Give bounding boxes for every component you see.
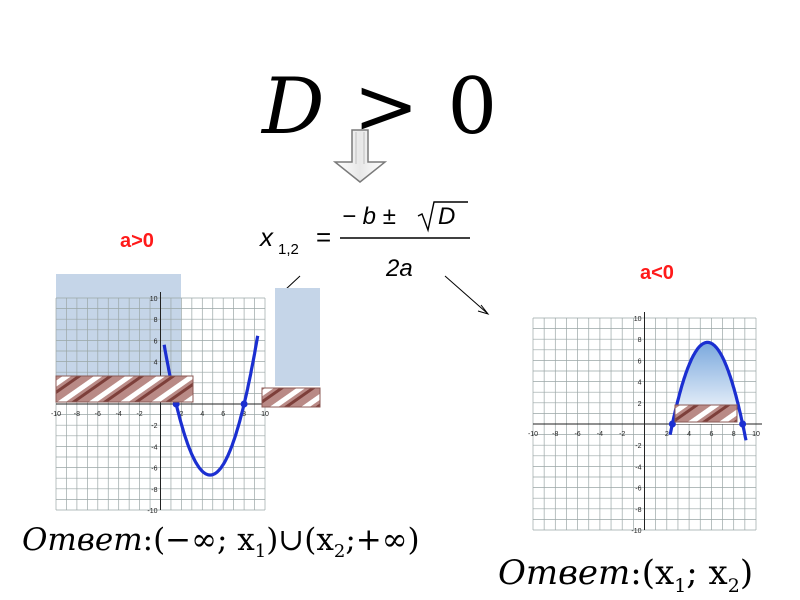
highlight-region-right <box>275 288 320 386</box>
root-point <box>739 420 747 428</box>
y-tick-label: -2 <box>635 443 641 450</box>
formula-denominator: 2a <box>385 255 413 282</box>
x-tick-label: -10 <box>51 411 61 418</box>
y-tick-label: 4 <box>638 380 642 387</box>
answer-interval-start: (−∞; x <box>153 522 255 558</box>
answer-sub1: 1 <box>254 541 267 563</box>
formula-x: x <box>258 222 274 252</box>
roots-formula: x 1,2 = − b ± D 2a <box>258 196 478 286</box>
y-tick-label: -10 <box>147 508 157 515</box>
x-tick-label: -4 <box>116 411 122 418</box>
y-tick-label: -8 <box>151 487 157 494</box>
solution-band-right <box>261 387 321 408</box>
formula-numerator-b: − b ± <box>342 203 396 230</box>
formula-subscript: 1,2 <box>278 241 299 258</box>
x-tick-label: -10 <box>528 431 538 438</box>
answer-tail: ) <box>739 553 754 593</box>
x-tick-label: -2 <box>619 431 625 438</box>
y-tick-label: -6 <box>151 466 157 473</box>
x-tick-label: -6 <box>574 431 580 438</box>
root-point <box>668 420 676 428</box>
answer-colon: : <box>142 522 154 558</box>
y-tick-label: 6 <box>154 338 158 345</box>
parabola-curve <box>162 335 260 477</box>
y-tick-label: -8 <box>635 507 641 514</box>
condition-rhs: 0 <box>447 62 500 152</box>
y-tick-label: 2 <box>638 401 642 408</box>
answer-prefix: Ответ <box>498 553 631 593</box>
down-arrow-icon <box>332 129 388 183</box>
answer-interval-start: (x <box>641 553 675 593</box>
answer-positive-a: Ответ:(−∞; x1)∪(x2;+∞) <box>22 522 420 562</box>
answer-sub2: 2 <box>333 541 346 563</box>
answer-colon: : <box>630 553 642 593</box>
answer-prefix: Ответ <box>22 522 143 558</box>
solution-band-left <box>55 375 194 403</box>
x-tick-label: 2 <box>179 411 183 418</box>
answer-sub1: 1 <box>674 574 687 597</box>
y-tick-label: -6 <box>635 486 641 493</box>
formula-equals: = <box>316 222 331 252</box>
y-tick-label: -2 <box>151 423 157 430</box>
y-tick-label: 6 <box>638 358 642 365</box>
pointer-arrow <box>444 275 488 314</box>
formula-numerator-D: D <box>438 203 455 230</box>
condition-lhs: D <box>262 62 327 152</box>
answer-negative-a: Ответ:(x1; x2) <box>498 553 753 597</box>
answer-separator: ; x <box>686 553 728 593</box>
x-tick-label: 10 <box>752 431 760 438</box>
x-tick-label: 2 <box>665 431 669 438</box>
answer-tail: ;+∞) <box>345 522 420 558</box>
x-tick-label: -2 <box>136 411 142 418</box>
x-tick-label: 6 <box>709 431 713 438</box>
solution-band <box>674 404 738 423</box>
x-tick-label: -4 <box>597 431 603 438</box>
x-tick-label: 4 <box>200 411 204 418</box>
parabola-curve <box>668 340 748 441</box>
x-tick-label: 6 <box>221 411 225 418</box>
condition-heading: D > 0 <box>262 62 499 152</box>
x-tick-label: -8 <box>552 431 558 438</box>
answer-union: )∪(x <box>266 522 334 558</box>
y-tick-label: -4 <box>635 464 641 471</box>
y-tick-label: 8 <box>638 337 642 344</box>
y-tick-label: 4 <box>154 360 158 367</box>
x-tick-label: 8 <box>732 431 736 438</box>
y-tick-label: 10 <box>634 316 642 323</box>
y-tick-label: -4 <box>151 444 157 451</box>
y-tick-label: -10 <box>631 528 641 535</box>
x-tick-label: -6 <box>95 411 101 418</box>
root-point <box>240 400 248 408</box>
y-tick-label: 8 <box>154 317 158 324</box>
case-label-negative-a: a<0 <box>640 262 674 284</box>
y-tick-label: 10 <box>150 296 158 303</box>
x-tick-label: 8 <box>242 411 246 418</box>
sqrt-sign <box>417 201 468 233</box>
x-tick-label: 4 <box>687 431 691 438</box>
case-label-positive-a: a>0 <box>120 230 154 252</box>
x-tick-label: 10 <box>261 411 269 418</box>
answer-sub2: 2 <box>727 574 740 597</box>
x-tick-label: -8 <box>74 411 80 418</box>
